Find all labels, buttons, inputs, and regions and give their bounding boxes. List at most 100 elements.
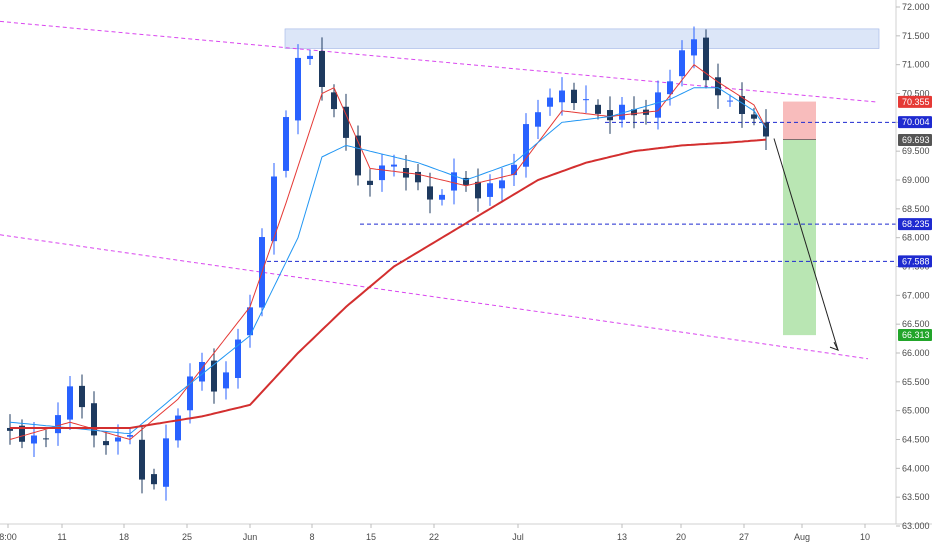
candle-body-35 (427, 186, 433, 200)
y-tick-label-7: 68.500 (902, 204, 930, 214)
x-tick-label-11: 27 (739, 532, 749, 542)
x-tick-label-10: 20 (676, 532, 686, 542)
y-tick-label-6: 69.000 (902, 175, 930, 185)
candle-body-20 (247, 307, 253, 336)
lower-channel-line (0, 234, 869, 360)
candle-body-36 (439, 194, 445, 200)
candle-body-16 (199, 361, 205, 382)
ma-fast-line (9, 64, 767, 441)
y-tick-label-11: 66.500 (902, 319, 930, 329)
moving-averages-layer (9, 64, 767, 441)
y-tick-label-12: 66.000 (902, 348, 930, 358)
candle-body-6 (79, 385, 85, 408)
price-tag-bg-2 (898, 134, 932, 147)
candle-body-54 (655, 92, 661, 118)
price-tag-label-5: 66.313 (902, 330, 930, 340)
price-tag-bg-4 (898, 255, 932, 268)
price-tag-bg-3 (898, 218, 932, 231)
candle-body-30 (367, 180, 373, 185)
candle-body-5 (67, 386, 73, 420)
x-tick-label-3: 25 (182, 532, 192, 542)
y-tick-label-0: 72.000 (902, 2, 930, 12)
price-tags-layer: 70.355 70.004 69.693 68.235 67.588 66.313 (898, 95, 932, 341)
candle-body-31 (379, 165, 385, 181)
candle-body-10 (127, 435, 133, 437)
candle-body-17 (211, 360, 217, 392)
x-tick-label-5: 8 (309, 532, 314, 542)
y-tick-label-2: 71.000 (902, 60, 930, 70)
y-axis-ticks: 72.00071.50071.00070.50070.00069.50069.0… (896, 2, 930, 531)
candle-body-8 (103, 441, 109, 446)
x-tick-label-6: 15 (366, 532, 376, 542)
take-profit-zone (783, 139, 816, 336)
candle-body-45 (547, 97, 553, 107)
projection-arrow-head (829, 341, 840, 352)
candle-body-2 (31, 435, 37, 444)
candle-body-56 (679, 50, 685, 77)
candle-body-63 (763, 122, 769, 137)
projection-arrow-line (773, 138, 839, 351)
candle-body-29 (355, 135, 361, 176)
y-tick-label-13: 65.500 (902, 377, 930, 387)
y-tick-label-3: 70.500 (902, 89, 930, 99)
candle-body-3 (43, 438, 49, 440)
candle-body-14 (175, 415, 181, 441)
candle-body-18 (223, 372, 229, 389)
candle-body-50 (607, 110, 613, 121)
y-tick-label-17: 63.500 (902, 492, 930, 502)
candle-body-24 (295, 57, 301, 121)
zones-layer (284, 28, 880, 336)
x-tick-label-9: 13 (617, 532, 627, 542)
candle-body-9 (115, 437, 121, 442)
candle-body-51 (619, 104, 625, 120)
candle-body-0 (7, 427, 13, 431)
candle-body-27 (331, 92, 337, 110)
candle-body-40 (487, 183, 493, 197)
candle-body-39 (475, 181, 481, 199)
candle-body-42 (511, 164, 517, 176)
x-tick-label-7: 22 (429, 532, 439, 542)
candle-body-46 (559, 90, 565, 103)
price-tag-label-4: 67.588 (902, 256, 930, 266)
candle-body-55 (667, 81, 673, 95)
candle-body-25 (307, 55, 313, 60)
candle-body-57 (691, 39, 697, 56)
candle-body-59 (715, 77, 721, 96)
price-tag-label-0: 70.355 (902, 97, 930, 107)
x-axis-ticks: 8:00 11 18 25 Jun 8 15 22 Jul 13 20 27 Aug 10 (0, 524, 870, 542)
x-tick-label-8: Jul (512, 532, 524, 542)
candle-body-34 (415, 171, 421, 183)
candle-body-22 (271, 176, 277, 242)
candle-body-19 (235, 339, 241, 378)
candle-body-62 (751, 114, 757, 119)
y-tick-label-1: 71.500 (902, 31, 930, 41)
candle-body-13 (163, 438, 169, 487)
stop-loss-zone (783, 101, 816, 140)
x-tick-label-4: Jun (243, 532, 258, 542)
y-tick-label-14: 65.000 (902, 406, 930, 416)
candle-body-61 (739, 96, 745, 114)
candle-body-32 (391, 164, 397, 167)
price-tag-label-3: 68.235 (902, 219, 930, 229)
candle-body-58 (703, 37, 709, 81)
candle-body-1 (19, 425, 25, 442)
candle-body-26 (319, 51, 325, 87)
candle-body-38 (463, 177, 469, 185)
x-tick-label-2: 18 (119, 532, 129, 542)
x-tick-label-0: 8:00 (0, 532, 17, 542)
candle-body-48 (583, 99, 589, 101)
price-tag-label-2: 69.693 (902, 135, 930, 145)
candle-body-15 (187, 376, 193, 411)
y-tick-label-15: 64.500 (902, 435, 930, 445)
projection-arrow-layer (773, 138, 840, 352)
candle-body-52 (631, 109, 637, 116)
candles-layer (7, 26, 769, 501)
y-tick-label-18: 63.000 (902, 521, 930, 531)
x-tick-label-1: 11 (57, 532, 66, 542)
y-tick-label-8: 68.000 (902, 233, 930, 243)
candle-body-7 (91, 403, 97, 436)
candle-body-12 (151, 474, 157, 485)
candle-body-44 (535, 112, 541, 127)
candle-body-11 (139, 439, 145, 480)
